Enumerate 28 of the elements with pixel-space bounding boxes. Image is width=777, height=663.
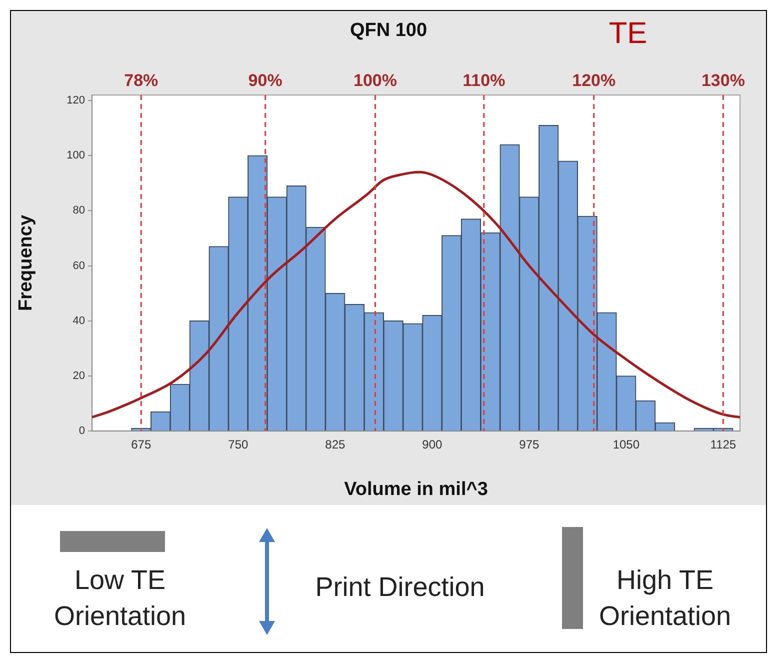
- y-tick-label: 120: [66, 94, 85, 107]
- y-tick-label: 100: [66, 150, 85, 162]
- text: TE: [608, 16, 648, 52]
- x-tick-label: 1050: [612, 438, 640, 452]
- line-series: [92, 170, 740, 418]
- x-tick-label: 900: [422, 438, 442, 452]
- text: 100%: [354, 71, 397, 90]
- text: 120%: [572, 71, 616, 90]
- y-tick-label: 40: [72, 314, 85, 327]
- chart-title: QFN 100: [350, 20, 428, 41]
- text: High TE Orientation: [598, 564, 732, 633]
- y-tick-label: 60: [72, 260, 85, 272]
- x-tick-label: 825: [325, 438, 346, 452]
- text: 78%: [124, 71, 158, 90]
- text: 90%: [248, 71, 282, 90]
- text: Print Direction: [314, 571, 486, 604]
- x-tick-label: 1125: [710, 438, 736, 452]
- x-tick-label: 675: [131, 438, 152, 452]
- x-tick-label: 750: [228, 438, 248, 452]
- y-tick-label: 80: [72, 204, 85, 217]
- x-axis-title: Volume in mil^3: [344, 478, 488, 500]
- x-tick-label: 975: [519, 438, 540, 452]
- text: 130%: [701, 71, 745, 90]
- text: 110%: [462, 71, 506, 90]
- text: Low TE Orientation: [52, 564, 188, 633]
- y-tick-label: 20: [72, 370, 85, 382]
- y-axis-title: Frequency: [16, 214, 37, 312]
- y-tick-label: 0: [78, 425, 85, 438]
